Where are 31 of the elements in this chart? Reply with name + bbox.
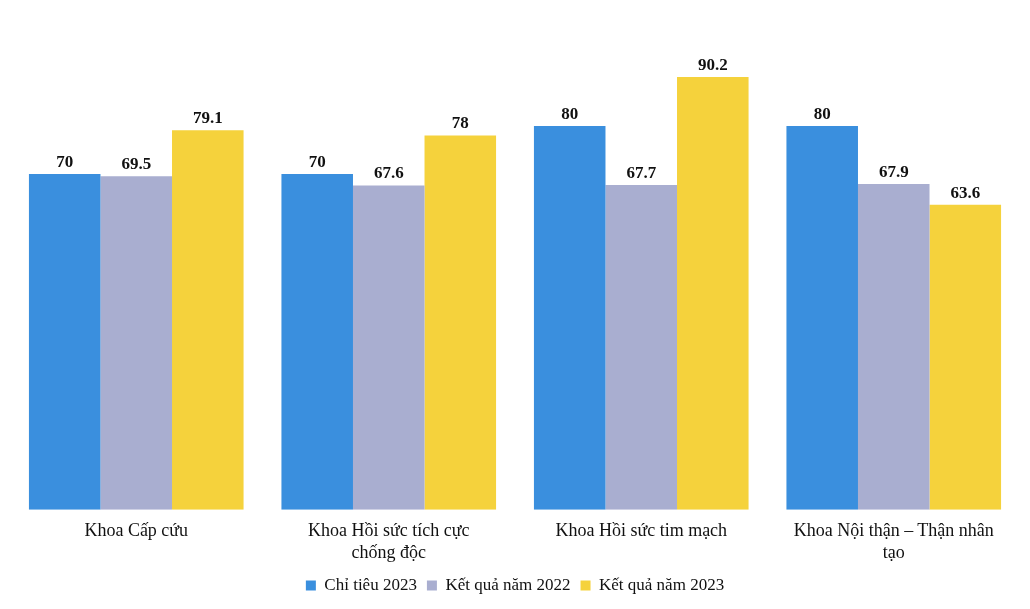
bar <box>424 135 497 510</box>
bar <box>605 184 678 510</box>
data-label: 70 <box>308 151 326 171</box>
data-label: 69.5 <box>121 154 152 174</box>
bar <box>857 184 930 510</box>
legend-label: Chỉ tiêu 2023 <box>324 574 417 594</box>
data-label: 67.6 <box>373 163 404 183</box>
bar <box>677 77 749 510</box>
data-label: 63.6 <box>950 182 981 202</box>
bar <box>28 173 101 510</box>
x-tick-label: Khoa Hồi sức tim mạch <box>555 520 728 541</box>
data-label: 78 <box>451 113 469 133</box>
bar <box>786 125 858 510</box>
data-label: 80 <box>813 103 831 123</box>
bar <box>172 130 244 510</box>
bar <box>100 176 173 510</box>
x-tick-label: Khoa Hồi sức tích cực chống độc <box>308 520 470 562</box>
bar <box>929 204 1002 510</box>
legend-label: Kết quả năm 2023 <box>599 574 725 594</box>
data-label: 67.7 <box>626 162 657 182</box>
x-tick-label: Khoa Nội thận – Thận nhân tạo <box>793 520 994 562</box>
data-label: 80 <box>561 103 579 123</box>
data-label: 70 <box>56 151 74 171</box>
x-tick-label: Khoa Cấp cứu <box>84 520 189 541</box>
bar <box>281 173 353 510</box>
data-label: 90.2 <box>697 54 728 74</box>
bar <box>352 185 425 510</box>
legend-label: Kết quả năm 2022 <box>445 574 571 594</box>
data-label: 67.9 <box>878 161 909 181</box>
bar <box>533 125 606 510</box>
data-label: 79.1 <box>192 108 223 128</box>
